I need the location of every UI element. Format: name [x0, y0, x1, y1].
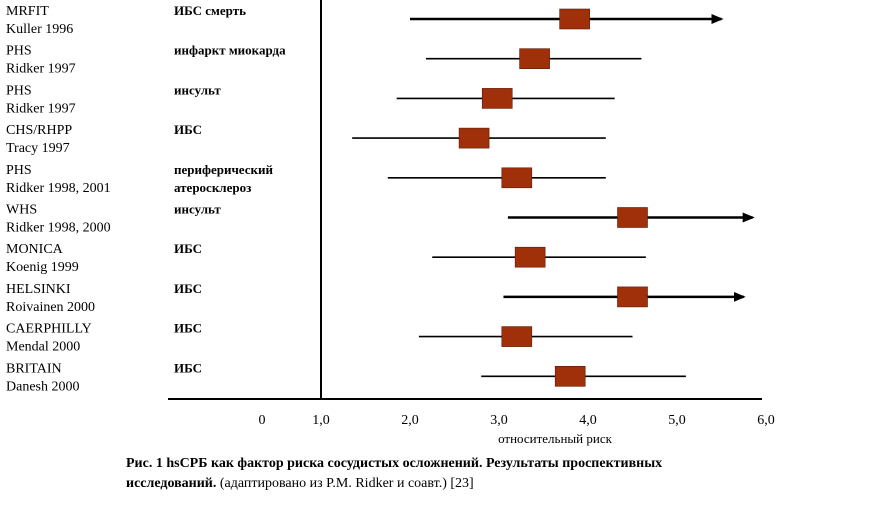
study-reference: Roivainen 2000 — [6, 300, 95, 315]
study-reference: Kuller 1996 — [6, 22, 73, 37]
study-name: CAERPHILLY — [6, 322, 92, 337]
study-reference: Ridker 1998, 2000 — [6, 221, 111, 236]
study-reference: Tracy 1997 — [6, 141, 70, 156]
study-name: CHS/RHPP — [6, 123, 72, 138]
outcome-label: инфаркт миокарда — [174, 43, 286, 58]
outcome-label: атеросклероз — [174, 180, 251, 195]
outcome-label: ИБС — [174, 122, 202, 137]
x-axis-label: относительный риск — [498, 431, 613, 446]
study-reference: Ridker 1998, 2001 — [6, 181, 111, 196]
study-name: HELSINKI — [6, 282, 71, 297]
outcome-label: ИБС — [174, 321, 202, 336]
outcome-label: инсульт — [174, 202, 221, 217]
outcome-label: периферический — [174, 162, 273, 177]
study-name: BRITAIN — [6, 361, 62, 376]
point-estimate-marker — [481, 88, 513, 109]
study-name: PHS — [6, 163, 32, 178]
point-estimate-marker — [519, 48, 550, 70]
outcome-label: ИБС — [174, 360, 202, 375]
point-estimate-marker — [617, 286, 648, 308]
study-name: MRFIT — [6, 4, 49, 19]
outcome-label: ИБС — [174, 281, 202, 296]
x-tick-label: 2,0 — [401, 413, 419, 428]
point-estimate-marker — [458, 127, 490, 149]
study-reference: Ridker 1997 — [6, 62, 76, 77]
x-tick-label: 4,0 — [579, 413, 597, 428]
caption-title: Рис. 1 hsCPБ как фактор риска сосудистых… — [126, 456, 663, 491]
study-reference: Ridker 1997 — [6, 101, 76, 116]
caption-source: (адаптировано из P.M. Ridker и соавт.) [… — [216, 476, 474, 491]
study-reference: Mendal 2000 — [6, 340, 80, 355]
x-tick-label: 0 — [259, 413, 266, 428]
study-name: PHS — [6, 83, 32, 98]
outcome-label: ИБС смерть — [174, 3, 246, 18]
point-estimate-marker — [559, 8, 590, 30]
study-name: PHS — [6, 44, 32, 59]
x-tick-label: 5,0 — [668, 413, 686, 428]
point-estimate-marker — [554, 365, 586, 387]
study-name: MONICA — [6, 242, 64, 257]
study-reference: Danesh 2000 — [6, 379, 80, 394]
outcome-label: ИБС — [174, 241, 202, 256]
x-tick-label: 6,0 — [757, 413, 775, 428]
point-estimate-marker — [501, 326, 533, 347]
point-estimate-marker — [617, 207, 648, 228]
point-estimate-marker — [501, 167, 533, 189]
x-tick-label: 3,0 — [490, 413, 508, 428]
study-name: WHS — [6, 203, 37, 218]
outcome-label: инсульт — [174, 82, 221, 97]
figure-caption: Рис. 1 hsCPБ как фактор риска сосудистых… — [126, 454, 726, 494]
study-reference: Koenig 1999 — [6, 260, 79, 275]
point-estimate-marker — [514, 246, 546, 268]
x-tick-label: 1,0 — [312, 413, 330, 428]
